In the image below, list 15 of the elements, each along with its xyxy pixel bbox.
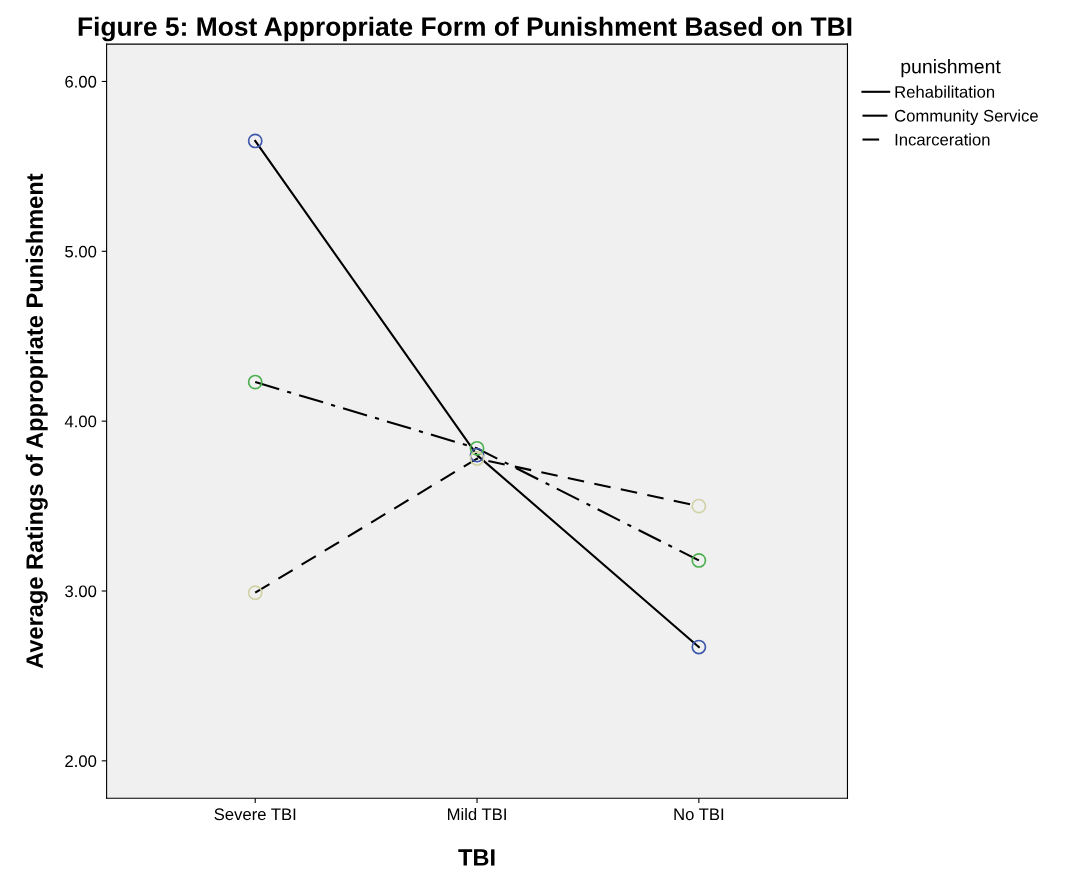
- legend-label: Community Service: [894, 109, 1038, 125]
- y-axis-title: Average Ratings of Appropriate Punishment: [25, 173, 48, 669]
- x-tick-label: Severe TBI: [214, 808, 296, 821]
- legend-label: Incarceration: [895, 133, 990, 146]
- x-tick-label: Mild TBI: [447, 807, 506, 821]
- legend-label: Rehabilitation: [895, 85, 995, 98]
- chart-title: Figure 5: Most Appropriate Form of Punishment Based on TBI: [78, 16, 852, 42]
- y-tick-label: 2.00: [65, 755, 97, 768]
- y-tick-label: 6.00: [65, 75, 97, 88]
- legend-title: punishment: [901, 59, 1001, 78]
- y-tick-label: 3.00: [65, 585, 97, 598]
- x-tick-label: No TBI: [674, 808, 724, 821]
- x-axis-title: TBI: [458, 849, 495, 866]
- y-tick-label: 4.00: [64, 415, 97, 428]
- y-tick-label: 5.00: [65, 245, 97, 258]
